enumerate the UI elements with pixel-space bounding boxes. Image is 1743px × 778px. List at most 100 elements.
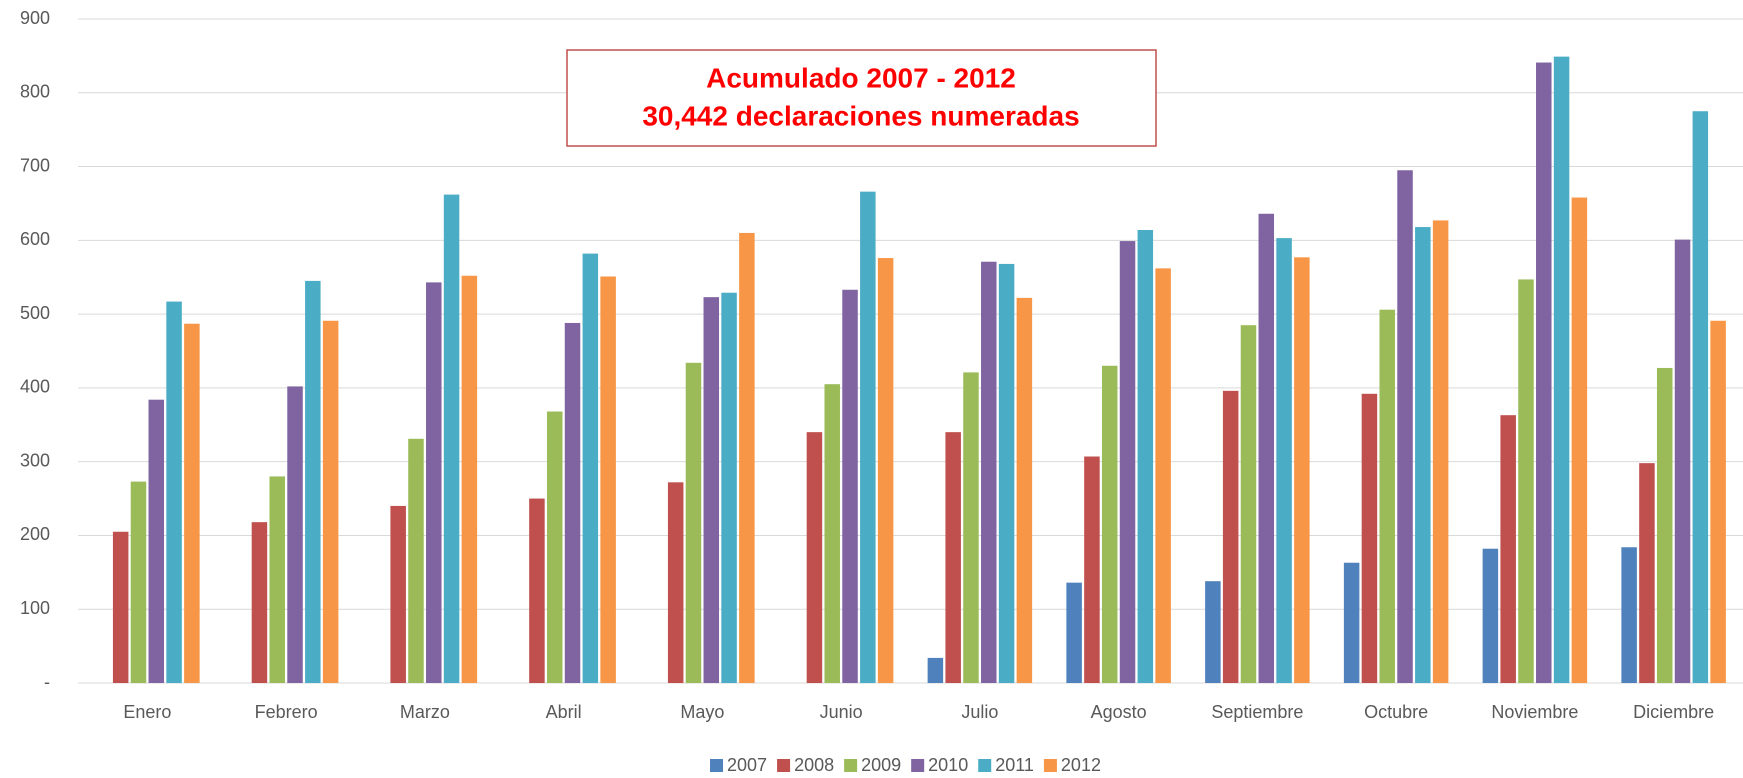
bar	[148, 399, 165, 683]
legend-swatch	[777, 759, 791, 772]
bar	[1294, 257, 1310, 683]
annotation: Acumulado 2007 - 2012	[706, 62, 1016, 93]
bar	[860, 191, 876, 683]
x-tick-label: Febrero	[255, 702, 318, 722]
bar	[564, 322, 581, 683]
bar	[1415, 227, 1431, 683]
bar	[130, 481, 147, 683]
bar	[1258, 213, 1275, 684]
bar	[1710, 320, 1726, 683]
legend-swatch	[911, 759, 925, 772]
bar	[582, 253, 599, 683]
bar	[1205, 581, 1221, 683]
bar	[1240, 325, 1257, 683]
y-tick-label: 600	[20, 229, 50, 249]
bar	[1155, 268, 1171, 683]
bar	[739, 232, 755, 683]
legend-label: 2012	[1061, 755, 1101, 775]
legend-label: 2009	[861, 755, 901, 775]
bar	[1482, 548, 1499, 683]
y-tick-label: 700	[20, 155, 50, 175]
bar	[1276, 238, 1292, 683]
bar	[1361, 393, 1378, 683]
bar	[1553, 56, 1570, 684]
legend-swatch	[710, 759, 724, 772]
bar	[1692, 111, 1709, 683]
bar	[703, 297, 720, 683]
bar	[927, 657, 944, 683]
y-tick-label: 300	[20, 450, 50, 470]
bar	[1016, 297, 1033, 683]
x-tick-label: Agosto	[1091, 702, 1147, 722]
legend-label: 2011	[995, 755, 1034, 775]
bar	[981, 261, 997, 683]
bar	[1397, 170, 1413, 683]
bar	[1137, 230, 1154, 683]
bar	[426, 282, 442, 683]
legend-swatch	[978, 759, 992, 772]
bar	[1101, 365, 1118, 683]
bar	[305, 280, 321, 683]
legend-label: 2008	[794, 755, 834, 775]
y-tick-label: 100	[20, 598, 50, 618]
bar	[1500, 415, 1516, 683]
bar	[824, 384, 840, 683]
bar	[112, 531, 129, 683]
bar	[963, 372, 979, 683]
bar	[269, 476, 285, 683]
bar	[877, 258, 894, 683]
annotation-box	[566, 49, 1157, 147]
legend-swatch	[1043, 759, 1057, 772]
y-tick-label: 400	[20, 377, 50, 397]
bar	[546, 411, 563, 683]
x-tick-label: Noviembre	[1491, 702, 1578, 722]
legend-label: 2010	[928, 755, 968, 775]
bar	[806, 432, 823, 683]
x-tick-label: Septiembre	[1211, 702, 1303, 722]
bar	[1639, 463, 1655, 683]
bar	[1656, 367, 1673, 683]
bar	[184, 323, 200, 683]
bar	[1379, 309, 1395, 683]
legend-label: 2007	[727, 755, 767, 775]
bar	[408, 438, 424, 683]
x-tick-label: Julio	[961, 702, 998, 722]
bar	[1571, 197, 1588, 683]
y-tick-label: -	[44, 672, 50, 692]
y-tick-label: 800	[20, 82, 50, 102]
bar	[287, 386, 303, 683]
bar	[842, 289, 858, 683]
bar	[1066, 582, 1082, 683]
bar	[322, 320, 339, 683]
bar	[461, 275, 478, 683]
bar	[1222, 390, 1239, 683]
y-tick-label: 500	[20, 303, 50, 323]
bar	[1343, 562, 1360, 683]
bar	[443, 194, 460, 683]
bar	[1119, 241, 1136, 683]
x-tick-label: Enero	[123, 702, 171, 722]
y-tick-label: 200	[20, 524, 50, 544]
bar	[1621, 547, 1637, 683]
x-tick-label: Diciembre	[1633, 702, 1714, 722]
y-tick-label: 900	[20, 8, 50, 28]
x-tick-label: Marzo	[400, 702, 450, 722]
bar	[1518, 279, 1534, 683]
annotation: 30,442 declaraciones numeradas	[642, 100, 1079, 131]
bar	[1084, 456, 1100, 683]
bar	[1536, 62, 1552, 684]
bar	[1674, 239, 1691, 683]
bar	[721, 292, 737, 683]
bar	[945, 432, 961, 683]
bar	[251, 522, 268, 683]
x-tick-label: Mayo	[680, 702, 724, 722]
x-tick-label: Abril	[546, 702, 582, 722]
bar	[1432, 220, 1449, 683]
bar	[390, 505, 406, 683]
bar	[685, 362, 702, 683]
bar	[667, 482, 684, 683]
x-tick-label: Junio	[820, 702, 863, 722]
legend-swatch	[844, 759, 858, 772]
bar	[529, 498, 545, 683]
